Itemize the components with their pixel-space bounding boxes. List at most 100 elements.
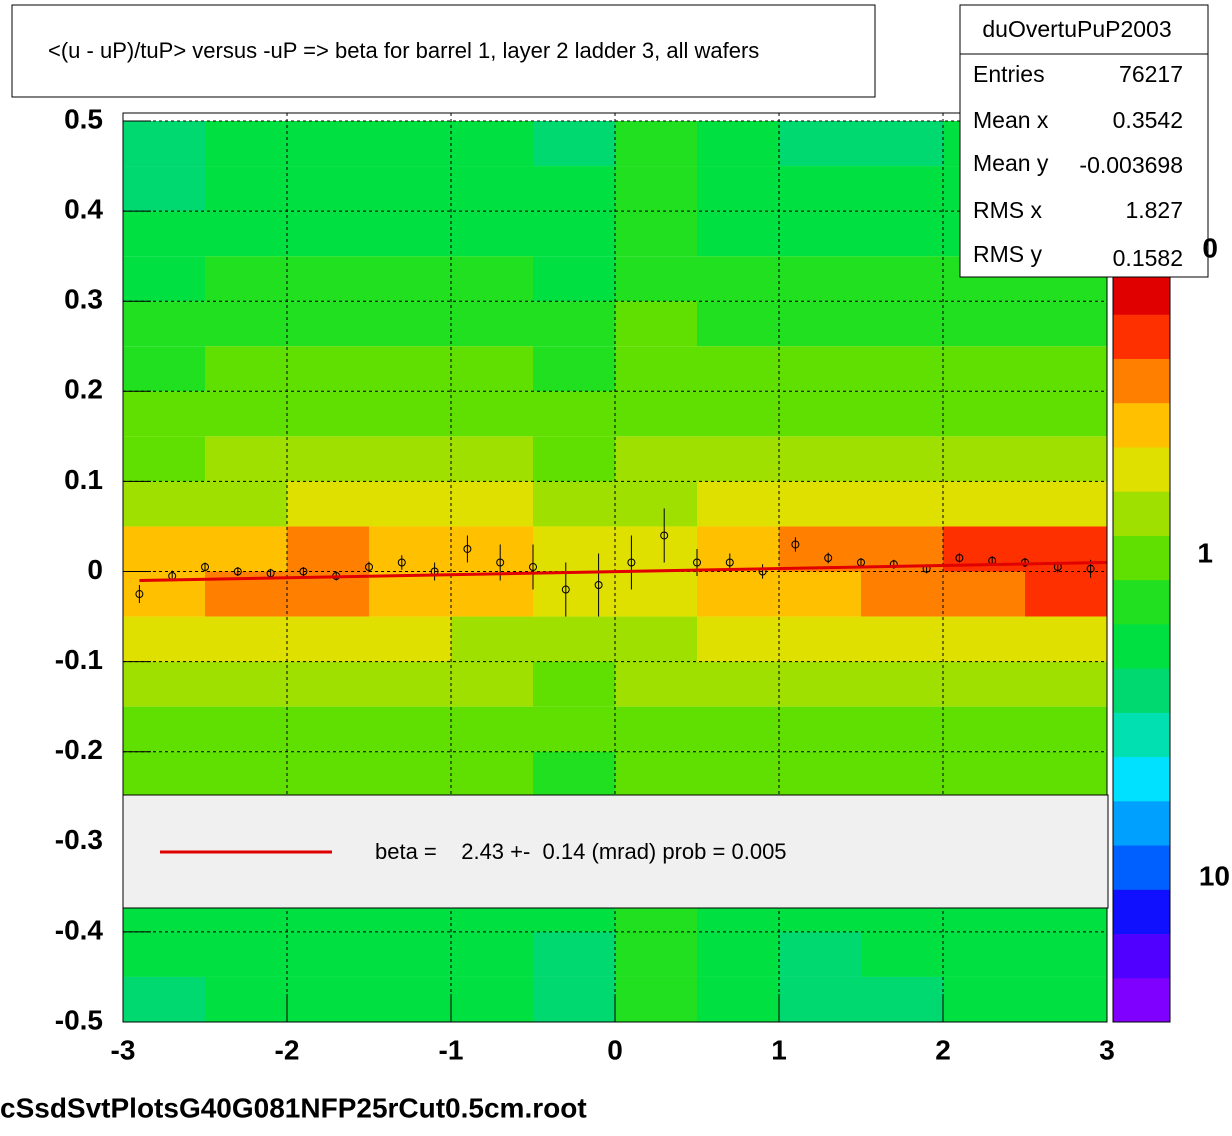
- heatmap-cell: [205, 346, 287, 392]
- heatmap-cell: [615, 661, 697, 707]
- heatmap-cell: [615, 211, 697, 257]
- palette-swatch: [1113, 889, 1170, 935]
- heatmap-cell: [533, 976, 615, 1022]
- heatmap-cell: [615, 391, 697, 437]
- heatmap-cell: [287, 211, 369, 257]
- heatmap-cell: [287, 526, 369, 572]
- heatmap-cell: [861, 211, 943, 257]
- palette-label: 0: [1202, 232, 1218, 263]
- heatmap-cell: [287, 301, 369, 347]
- heatmap-cell: [615, 301, 697, 347]
- heatmap-cell: [697, 661, 779, 707]
- heatmap-cell: [369, 571, 451, 617]
- heatmap-cell: [779, 931, 861, 977]
- heatmap-cell: [615, 616, 697, 662]
- heatmap-cell: [779, 616, 861, 662]
- heatmap-cell: [861, 526, 943, 572]
- stats-label: RMS x: [973, 197, 1043, 223]
- legend-label: beta = 2.43 +- 0.14 (mrad) prob = 0.005: [375, 839, 787, 864]
- heatmap-cell: [533, 211, 615, 257]
- heatmap-cell: [123, 706, 205, 752]
- heatmap-cell: [861, 616, 943, 662]
- heatmap-cell: [369, 301, 451, 347]
- y-tick-label: 0.5: [64, 103, 103, 134]
- stats-value: 0.3542: [1113, 107, 1183, 133]
- heatmap-cell: [123, 481, 205, 527]
- heatmap-cell: [1025, 571, 1107, 617]
- heatmap-cell: [287, 256, 369, 302]
- profile-point: [627, 558, 636, 567]
- heatmap-cell: [369, 661, 451, 707]
- heatmap-cell: [1025, 616, 1107, 662]
- profile-point: [725, 558, 734, 567]
- heatmap-cell: [861, 121, 943, 167]
- profile-point: [135, 590, 144, 599]
- heatmap-cell: [779, 166, 861, 212]
- heatmap-cell: [369, 346, 451, 392]
- y-tick-label: -0.2: [55, 734, 103, 765]
- heatmap-cell: [779, 256, 861, 302]
- y-tick-label: -0.3: [55, 824, 103, 855]
- plot-frame: [122, 112, 1108, 1023]
- heatmap-cell: [779, 481, 861, 527]
- heatmap-cell: [451, 391, 533, 437]
- palette: [1112, 269, 1171, 1023]
- heatmap-cell: [205, 931, 287, 977]
- heatmap-cell: [697, 256, 779, 302]
- heatmap-cell: [123, 256, 205, 302]
- heatmap-cell: [779, 301, 861, 347]
- heatmap-cell: [287, 616, 369, 662]
- heatmap-cell: [205, 661, 287, 707]
- heatmap-cell: [451, 976, 533, 1022]
- heatmap-cell: [205, 166, 287, 212]
- heatmap-cell: [205, 616, 287, 662]
- stats-label: Entries: [973, 61, 1045, 87]
- palette-swatch: [1113, 491, 1170, 536]
- palette-label: 10: [1199, 860, 1230, 891]
- palette-swatch: [1113, 933, 1170, 979]
- heatmap-cell: [779, 346, 861, 392]
- heatmap-cell: [287, 121, 369, 167]
- heatmap-cell: [287, 661, 369, 707]
- heatmap-cell: [451, 301, 533, 347]
- heatmap-cell: [943, 616, 1025, 662]
- profile-point: [365, 562, 373, 571]
- heatmap-cell: [451, 706, 533, 752]
- heatmap-cell: [615, 706, 697, 752]
- palette-swatch: [1113, 446, 1170, 492]
- heatmap-cell: [779, 121, 861, 167]
- heatmap-cell: [697, 931, 779, 977]
- heatmap-cell: [615, 526, 697, 572]
- heatmap-cell: [205, 301, 287, 347]
- heatmap-cell: [205, 256, 287, 302]
- heatmap-cell: [943, 706, 1025, 752]
- footer: cSsdSvtPlotsG40G081NFP25rCut0.5cm.root: [0, 1092, 587, 1123]
- heatmap-cell: [205, 976, 287, 1022]
- palette-swatch: [1113, 402, 1170, 448]
- heatmap-cell: [451, 121, 533, 167]
- heatmap-cell: [533, 346, 615, 392]
- heatmap-cell: [1025, 661, 1107, 707]
- profile-point: [693, 558, 701, 567]
- heatmap-cell: [943, 481, 1025, 527]
- stats-value: -0.003698: [1079, 152, 1183, 178]
- profile-point: [955, 553, 964, 562]
- heatmap-cell: [861, 256, 943, 302]
- heatmap-cell: [451, 436, 533, 482]
- heatmap-cell: [943, 301, 1025, 347]
- x-tick-label: 0: [607, 1034, 623, 1065]
- heatmap-cell: [123, 346, 205, 392]
- y-tick-label: 0.2: [64, 374, 103, 405]
- heatmap-cell: [451, 661, 533, 707]
- heatmap-cell: [205, 436, 287, 482]
- heatmap-cell: [451, 526, 533, 572]
- profile-point: [660, 531, 669, 540]
- heatmap-cell: [533, 481, 615, 527]
- heatmap-cell: [123, 616, 205, 662]
- heatmap-cell: [287, 166, 369, 212]
- heatmap-cell: [943, 751, 1025, 797]
- heatmap-cell: [205, 706, 287, 752]
- heatmap-cell: [615, 571, 697, 617]
- profile-point: [397, 558, 406, 567]
